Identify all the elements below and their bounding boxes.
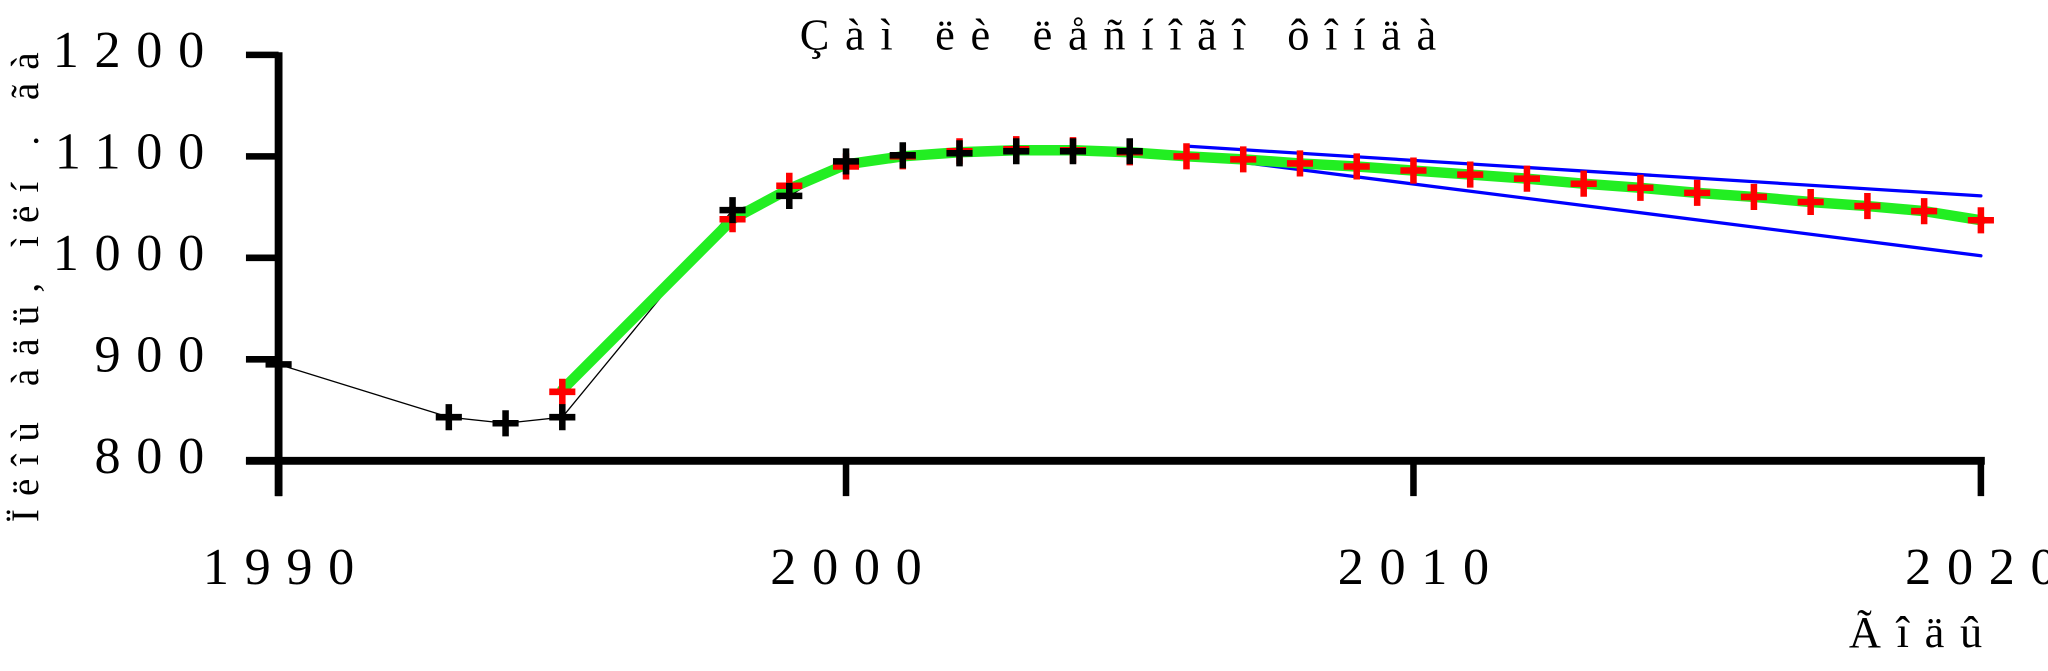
marker	[1457, 161, 1484, 188]
marker	[776, 182, 803, 209]
marker	[1967, 207, 1994, 234]
y-tick-label: 1100	[55, 122, 220, 180]
marker	[719, 197, 746, 224]
marker	[1911, 198, 1938, 225]
marker	[549, 378, 576, 405]
marker	[1003, 138, 1030, 165]
chart-title: Çàì ëè ëåñíîãî ôîíäà	[800, 9, 1452, 59]
marker	[1797, 188, 1824, 216]
series-line	[1184, 153, 1983, 258]
marker	[1286, 150, 1314, 177]
marker	[1684, 179, 1711, 206]
marker	[265, 351, 292, 378]
y-tick-label: 900	[95, 325, 220, 383]
marker	[1343, 153, 1370, 180]
marker	[1740, 183, 1767, 210]
marker	[1854, 193, 1881, 220]
marker	[889, 142, 916, 169]
series-line	[277, 150, 1131, 424]
x-axis-label: Ãîäû	[1849, 607, 1998, 657]
marker	[1173, 143, 1200, 170]
marker	[832, 148, 860, 175]
x-tick-label: 2000	[770, 538, 937, 596]
x-tick-label: 2010	[1338, 538, 1505, 596]
x-tick-label: 1990	[203, 538, 370, 596]
series-line	[557, 145, 1987, 395]
marker	[1230, 146, 1257, 173]
y-tick-label: 1000	[53, 224, 220, 282]
marker	[1059, 138, 1087, 165]
y-tick-label: 1200	[53, 21, 220, 79]
marker	[549, 404, 576, 431]
marker	[1116, 138, 1143, 165]
marker	[435, 404, 462, 431]
marker	[946, 140, 973, 167]
marker	[1627, 174, 1654, 201]
marker	[1513, 165, 1541, 192]
marker	[1570, 170, 1597, 197]
y-axis-label: Ïëîù àäü, ìëí . ãà	[4, 39, 47, 522]
y-tick-label: 800	[95, 427, 220, 485]
x-tick-label: 2020	[1905, 538, 2048, 596]
marker	[1400, 157, 1427, 184]
marker	[492, 410, 519, 437]
